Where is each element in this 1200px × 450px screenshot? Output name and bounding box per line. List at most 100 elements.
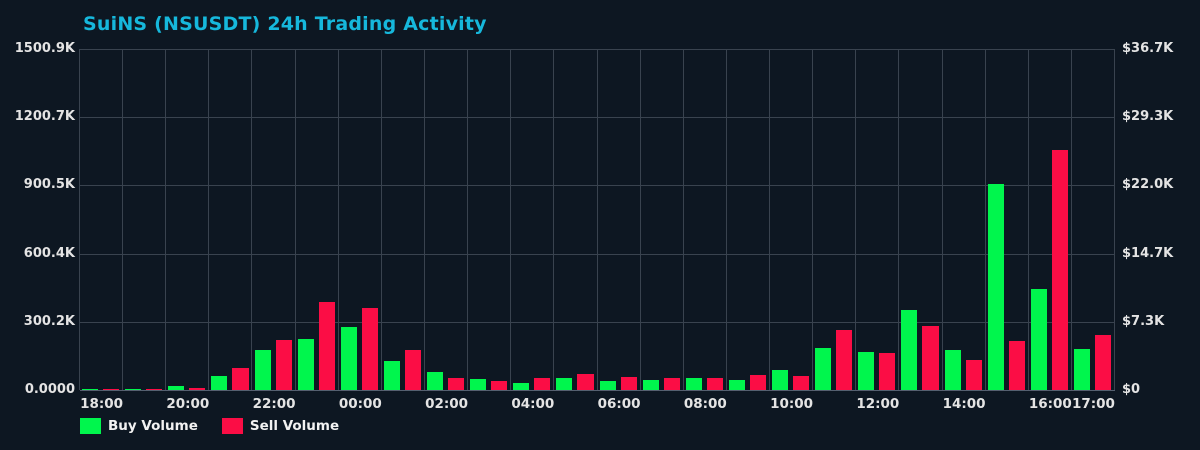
buy-volume-bar-08:00 xyxy=(685,378,702,390)
bar-group-17:00 xyxy=(1072,49,1115,390)
horizontal-gridline xyxy=(80,185,1115,187)
x-tick-label-06:00: 06:00 xyxy=(597,396,641,412)
buy-volume-bar-19:00 xyxy=(125,388,142,390)
x-tick-label-10:00: 10:00 xyxy=(770,396,814,412)
buy-volume-swatch xyxy=(80,418,101,434)
x-tick-label-14:00: 14:00 xyxy=(942,396,986,412)
legend-item-sell: Sell Volume xyxy=(221,418,339,434)
vertical-gridline xyxy=(165,49,167,390)
vertical-gridline xyxy=(898,49,900,390)
y-right-tick-label: $0 xyxy=(1122,382,1141,397)
x-tick-label-22:00: 22:00 xyxy=(252,396,296,412)
x-tick-label-20:00: 20:00 xyxy=(166,396,210,412)
bar-group-01:00 xyxy=(382,49,425,390)
vertical-gridline xyxy=(337,49,339,390)
vertical-gridline xyxy=(941,49,943,390)
bar-group-08:00 xyxy=(684,49,727,390)
vertical-gridline xyxy=(984,49,986,390)
buy-volume-bar-13:00 xyxy=(901,310,918,390)
x-tick-label-02:00: 02:00 xyxy=(425,396,469,412)
buy-volume-bar-22:00 xyxy=(254,350,271,390)
buy-volume-bar-18:00 xyxy=(82,388,99,390)
horizontal-gridline xyxy=(80,117,1115,119)
bar-group-13:00 xyxy=(899,49,942,390)
vertical-gridline xyxy=(208,49,210,390)
bar-group-03:00 xyxy=(468,49,511,390)
buy-volume-bar-03:00 xyxy=(470,379,487,390)
y-left-tick-label: 900.5K xyxy=(23,177,75,193)
vertical-gridline xyxy=(1070,49,1072,390)
buy-volume-bar-06:00 xyxy=(599,380,616,390)
x-tick-label-04:00: 04:00 xyxy=(511,396,555,412)
y-left-tick-label: 1200.7K xyxy=(14,109,75,125)
sell-volume-bar-01:00 xyxy=(404,350,421,390)
vertical-gridline xyxy=(294,49,296,390)
bar-group-23:00 xyxy=(296,49,339,390)
sell-volume-bar-03:00 xyxy=(491,381,508,390)
buy-volume-bar-14:00 xyxy=(944,350,961,390)
sell-volume-bar-08:00 xyxy=(706,377,723,390)
legend: Buy Volume Sell Volume xyxy=(80,418,363,434)
sell-volume-bar-22:00 xyxy=(275,340,292,390)
vertical-gridline xyxy=(812,49,814,390)
buy-volume-bar-23:00 xyxy=(297,339,314,390)
horizontal-gridline xyxy=(80,253,1115,255)
buy-volume-bar-17:00 xyxy=(1073,348,1090,390)
vertical-gridline xyxy=(725,49,727,390)
buy-volume-bar-00:00 xyxy=(340,326,357,390)
chart-title: SuiNS (NSUSDT) 24h Trading Activity xyxy=(83,13,487,35)
legend-label-buy: Buy Volume xyxy=(108,418,198,434)
sell-volume-bar-14:00 xyxy=(965,360,982,390)
vertical-gridline xyxy=(467,49,469,390)
buy-volume-bar-15:00 xyxy=(987,184,1004,390)
sell-volume-bar-23:00 xyxy=(318,302,335,390)
x-tick-label-12:00: 12:00 xyxy=(856,396,900,412)
buy-volume-bar-10:00 xyxy=(772,370,789,390)
bar-group-10:00 xyxy=(770,49,813,390)
buy-volume-bar-01:00 xyxy=(383,360,400,390)
bar-group-19:00 xyxy=(123,49,166,390)
y-left-tick-label: 0.0000 xyxy=(24,382,75,397)
vertical-gridline xyxy=(79,49,80,390)
sell-volume-bar-15:00 xyxy=(1008,340,1025,390)
sell-volume-bar-09:00 xyxy=(749,375,766,390)
sell-volume-bar-05:00 xyxy=(577,374,594,390)
vertical-gridline xyxy=(553,49,555,390)
vertical-gridline xyxy=(1114,49,1115,390)
bar-group-21:00 xyxy=(209,49,252,390)
buy-volume-bar-11:00 xyxy=(815,347,832,390)
horizontal-gridline xyxy=(80,49,1115,50)
sell-volume-bar-19:00 xyxy=(146,389,163,390)
vertical-gridline xyxy=(380,49,382,390)
sell-volume-bar-11:00 xyxy=(836,330,853,390)
vertical-gridline xyxy=(423,49,425,390)
y-right-tick-label: $14.7K xyxy=(1122,245,1174,261)
vertical-gridline xyxy=(768,49,770,390)
sell-volume-bar-13:00 xyxy=(922,325,939,390)
vertical-gridline xyxy=(682,49,684,390)
y-right-tick-label: $22.0K xyxy=(1122,177,1174,193)
sell-volume-bar-17:00 xyxy=(1094,335,1111,390)
buy-volume-bar-04:00 xyxy=(513,382,530,390)
x-axis-line xyxy=(80,390,1115,391)
buy-volume-bar-07:00 xyxy=(642,380,659,390)
vertical-gridline xyxy=(639,49,641,390)
buy-volume-bar-02:00 xyxy=(427,372,444,390)
bar-group-04:00 xyxy=(511,49,554,390)
sell-volume-bar-10:00 xyxy=(793,375,810,390)
legend-item-buy: Buy Volume xyxy=(80,418,198,434)
bar-group-09:00 xyxy=(727,49,770,390)
sell-volume-bar-16:00 xyxy=(1051,150,1068,390)
x-tick-label-17:00: 17:00 xyxy=(1071,396,1115,412)
y-left-tick-label: 300.2K xyxy=(23,313,75,329)
buy-volume-bar-21:00 xyxy=(211,376,228,390)
y-right-tick-label: $29.3K xyxy=(1122,109,1174,125)
sell-volume-bar-00:00 xyxy=(361,308,378,390)
plot-area xyxy=(79,49,1115,391)
buy-volume-bar-16:00 xyxy=(1030,289,1047,390)
bar-group-00:00 xyxy=(339,49,382,390)
vertical-gridline xyxy=(596,49,598,390)
buy-volume-bar-20:00 xyxy=(168,386,185,390)
bar-group-07:00 xyxy=(641,49,684,390)
